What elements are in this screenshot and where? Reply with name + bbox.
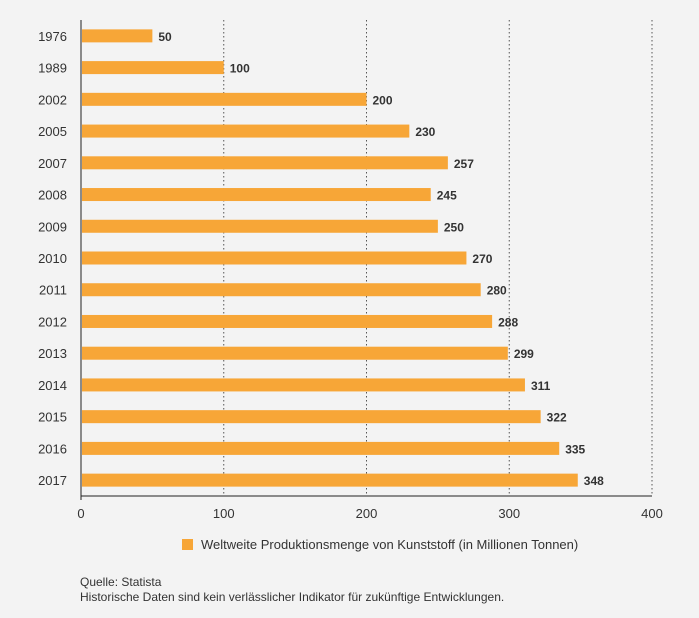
bar-2009 [82, 219, 438, 233]
bar-2013 [82, 346, 508, 360]
data-label-1976: 50 [158, 30, 172, 44]
y-tick-label-2013: 2013 [38, 346, 67, 361]
bar-2016 [82, 441, 560, 455]
source-note: Quelle: Statista Historische Daten sind … [80, 575, 504, 605]
data-label-2015: 322 [547, 411, 567, 425]
y-tick-label-2012: 2012 [38, 314, 67, 329]
y-tick-label-2005: 2005 [38, 124, 67, 139]
y-tick-label-2017: 2017 [38, 473, 67, 488]
bar-1976 [82, 29, 153, 43]
y-tick-label-2015: 2015 [38, 410, 67, 425]
bar-2017 [82, 473, 578, 487]
bar-2014 [82, 378, 525, 392]
x-tick-label-400: 400 [641, 506, 663, 521]
bar-chart: 0 100 200 300 400 1976 50 1989 100 2002 200 2005 230… [38, 20, 663, 521]
data-label-2013: 299 [514, 347, 534, 361]
bar-2012 [82, 314, 493, 328]
bar-2007 [82, 156, 448, 170]
source-label: Quelle: Statista [80, 575, 162, 589]
x-tick-label-100: 100 [213, 506, 235, 521]
y-tick-label-2008: 2008 [38, 188, 67, 203]
data-label-2017: 348 [584, 474, 604, 488]
bar-2008 [82, 188, 431, 202]
y-tick-label-2016: 2016 [38, 441, 67, 456]
y-tick-label-2002: 2002 [38, 92, 67, 107]
y-tick-label-2011: 2011 [39, 283, 67, 298]
data-label-2012: 288 [498, 315, 518, 329]
disclaimer-text: Historische Daten sind kein verlässliche… [80, 590, 505, 604]
legend-swatch [182, 539, 193, 550]
data-label-2016: 335 [565, 442, 585, 456]
data-label-1989: 100 [230, 62, 250, 76]
bar-2011 [82, 283, 481, 297]
bar-2015 [82, 410, 541, 424]
bar-2010 [82, 251, 467, 265]
data-label-2011: 280 [487, 284, 507, 298]
y-tick-label-1976: 1976 [38, 29, 67, 44]
data-label-2002: 200 [373, 93, 393, 107]
x-tick-label-0: 0 [77, 506, 84, 521]
y-tick-label-2010: 2010 [38, 251, 67, 266]
y-tick-label-2009: 2009 [38, 219, 67, 234]
data-label-2005: 230 [415, 125, 435, 139]
legend-label: Weltweite Produktionsmenge von Kunststof… [201, 537, 579, 552]
legend: Weltweite Produktionsmenge von Kunststof… [182, 537, 578, 552]
x-tick-label-200: 200 [356, 506, 378, 521]
data-label-2007: 257 [454, 157, 474, 171]
data-label-2009: 250 [444, 220, 464, 234]
data-label-2014: 311 [531, 379, 551, 393]
data-label-2010: 270 [472, 252, 492, 266]
y-tick-label-2014: 2014 [38, 378, 67, 393]
y-tick-label-1989: 1989 [38, 61, 67, 76]
x-tick-label-300: 300 [498, 506, 520, 521]
data-label-2008: 245 [437, 189, 457, 203]
bar-2005 [82, 124, 410, 138]
bar-2002 [82, 92, 367, 106]
y-tick-label-2007: 2007 [38, 156, 67, 171]
bar-1989 [82, 61, 224, 75]
